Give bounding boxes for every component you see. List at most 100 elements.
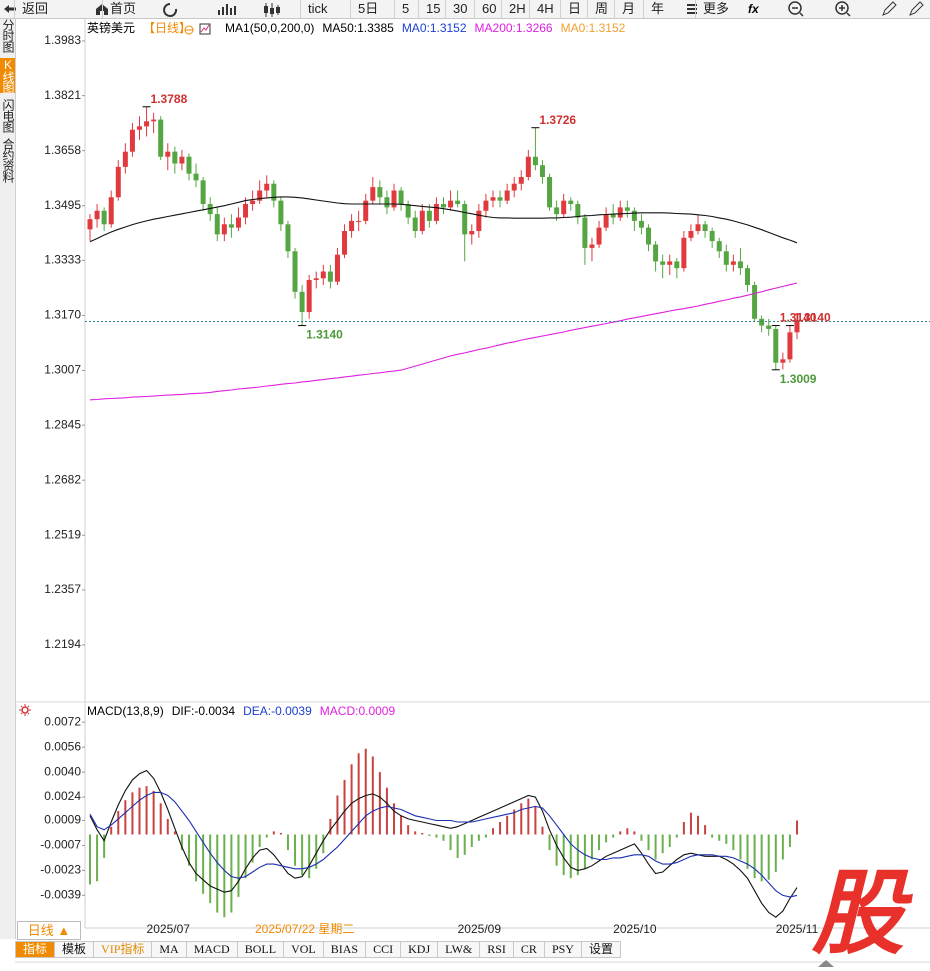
candle-body (207, 204, 213, 215)
draw-icon-2[interactable] (909, 1, 924, 16)
candle-body (653, 244, 659, 262)
macd-bar (753, 834, 756, 879)
side-tab[interactable]: K线图 (0, 58, 15, 93)
toolbar-button[interactable]: 30 (453, 1, 468, 16)
legend-entry: MACD:0.0009 (320, 704, 396, 718)
toolbar-button[interactable]: tick (308, 1, 328, 16)
toolbar-button[interactable]: 15 (426, 1, 441, 16)
candle-body (398, 190, 404, 205)
toolbar-button[interactable]: 年 (651, 1, 665, 16)
macd-bar (294, 834, 297, 866)
macd-bar (145, 786, 148, 835)
indicator-tab[interactable]: PSY (543, 941, 582, 958)
scroll-handle[interactable] (818, 960, 834, 967)
y-tick-label: 1.3658 (44, 143, 81, 157)
period-button[interactable]: 日线 ▲ (17, 921, 81, 940)
candle-body (108, 197, 114, 225)
toolbar-button[interactable]: 首页 (110, 1, 137, 16)
toolbar-button[interactable]: 5日 (358, 1, 379, 16)
candle-body (702, 224, 708, 232)
candle-body (228, 224, 234, 228)
macd-bar (103, 834, 106, 858)
indicator-tab[interactable]: LW& (437, 941, 481, 958)
indicator-tab[interactable]: RSI (479, 941, 514, 958)
macd-bar (484, 834, 487, 838)
zoom-in-icon[interactable] (835, 1, 849, 15)
indicator-tab[interactable]: MACD (185, 941, 238, 958)
watermark: 股 (812, 863, 905, 965)
indicator-tab[interactable]: VIP指标 (93, 941, 153, 958)
indicator-tab[interactable]: 指标 (15, 941, 56, 958)
indicator-tab[interactable]: BIAS (322, 941, 367, 958)
draw-icon[interactable] (882, 1, 897, 16)
fx-icon[interactable]: fx (748, 2, 760, 16)
toolbar-button[interactable]: 5 (402, 1, 410, 16)
candle-body (426, 210, 432, 221)
toolbar-button[interactable]: 返回 (22, 1, 49, 16)
candle-body (787, 332, 793, 360)
candle-body (172, 151, 178, 164)
bars-icon[interactable] (218, 4, 236, 15)
candle-body (674, 261, 680, 269)
crosshair-date-label: 2025/07/22 星期二 (255, 922, 354, 936)
macd-bar (654, 834, 657, 860)
zoom-out-icon[interactable] (788, 1, 802, 15)
toolbar-separator (300, 0, 301, 18)
legend-entry: MA0:1.3152 (402, 21, 467, 35)
macd-bar (477, 834, 480, 841)
indicator-tab[interactable]: BOLL (236, 941, 285, 958)
toolbar-separator (102, 0, 103, 18)
indicator-icon[interactable] (19, 704, 31, 716)
macd-bar (718, 834, 721, 841)
indicator-tab[interactable]: MA (151, 941, 187, 958)
macd-bar (626, 828, 629, 835)
indicator-tab[interactable]: 设置 (580, 941, 621, 958)
indicator-tab[interactable]: CR (512, 941, 545, 958)
indicator-tab[interactable]: KDJ (400, 941, 439, 958)
candle-icon[interactable] (264, 6, 268, 13)
refresh-icon[interactable] (163, 3, 178, 17)
candle-body (681, 237, 687, 269)
macd-bar (583, 834, 586, 869)
candle-body (730, 261, 736, 265)
y-tick-label: 1.2682 (44, 472, 81, 486)
toolbar-button[interactable]: 60 (482, 1, 497, 16)
toolbar-button[interactable]: 月 (622, 1, 636, 16)
macd-bar (301, 834, 304, 876)
macd-bar (117, 811, 120, 835)
legend-entry: 【日线】 (143, 21, 191, 35)
candle-body (448, 200, 454, 208)
macd-bar (499, 822, 502, 835)
toolbar-separator (529, 0, 530, 18)
macd-bar (435, 834, 438, 838)
indicator-tab[interactable]: VOL (283, 941, 324, 958)
side-tab[interactable]: 分时图 (1, 19, 15, 52)
candle-body (278, 200, 284, 225)
macd-bar (371, 756, 374, 835)
side-tab[interactable]: 闪电图 (1, 99, 15, 132)
side-tab[interactable]: 合约资料 (1, 138, 15, 182)
x-tick-label: 2025/07 (147, 922, 191, 936)
candle-body (773, 328, 779, 363)
peak-label: 1.3726 (539, 113, 576, 127)
candle-body (94, 210, 100, 220)
y-tick-label: 1.3495 (44, 198, 81, 212)
candle-body (589, 244, 595, 248)
macd-bar (421, 832, 424, 835)
candle-body (596, 227, 602, 245)
candle-body (483, 200, 489, 211)
macd-bar (96, 834, 99, 882)
macd-bar (767, 834, 770, 880)
candle-body (476, 210, 482, 232)
toolbar-button[interactable]: 周 (595, 1, 609, 16)
legend-entry: 英镑美元 (87, 20, 135, 35)
indicator-tab[interactable]: CCI (365, 941, 402, 958)
toolbar-button[interactable]: 更多 (703, 1, 730, 16)
toolbar-button[interactable]: 4H (537, 1, 554, 16)
back-icon[interactable] (4, 5, 16, 13)
toolbar-button[interactable]: 2H (509, 1, 526, 16)
indicator-tab[interactable]: 模板 (54, 941, 95, 958)
toolbar-button[interactable]: 日 (568, 1, 582, 16)
macd-bar (760, 834, 763, 882)
macd-line (89, 769, 798, 918)
